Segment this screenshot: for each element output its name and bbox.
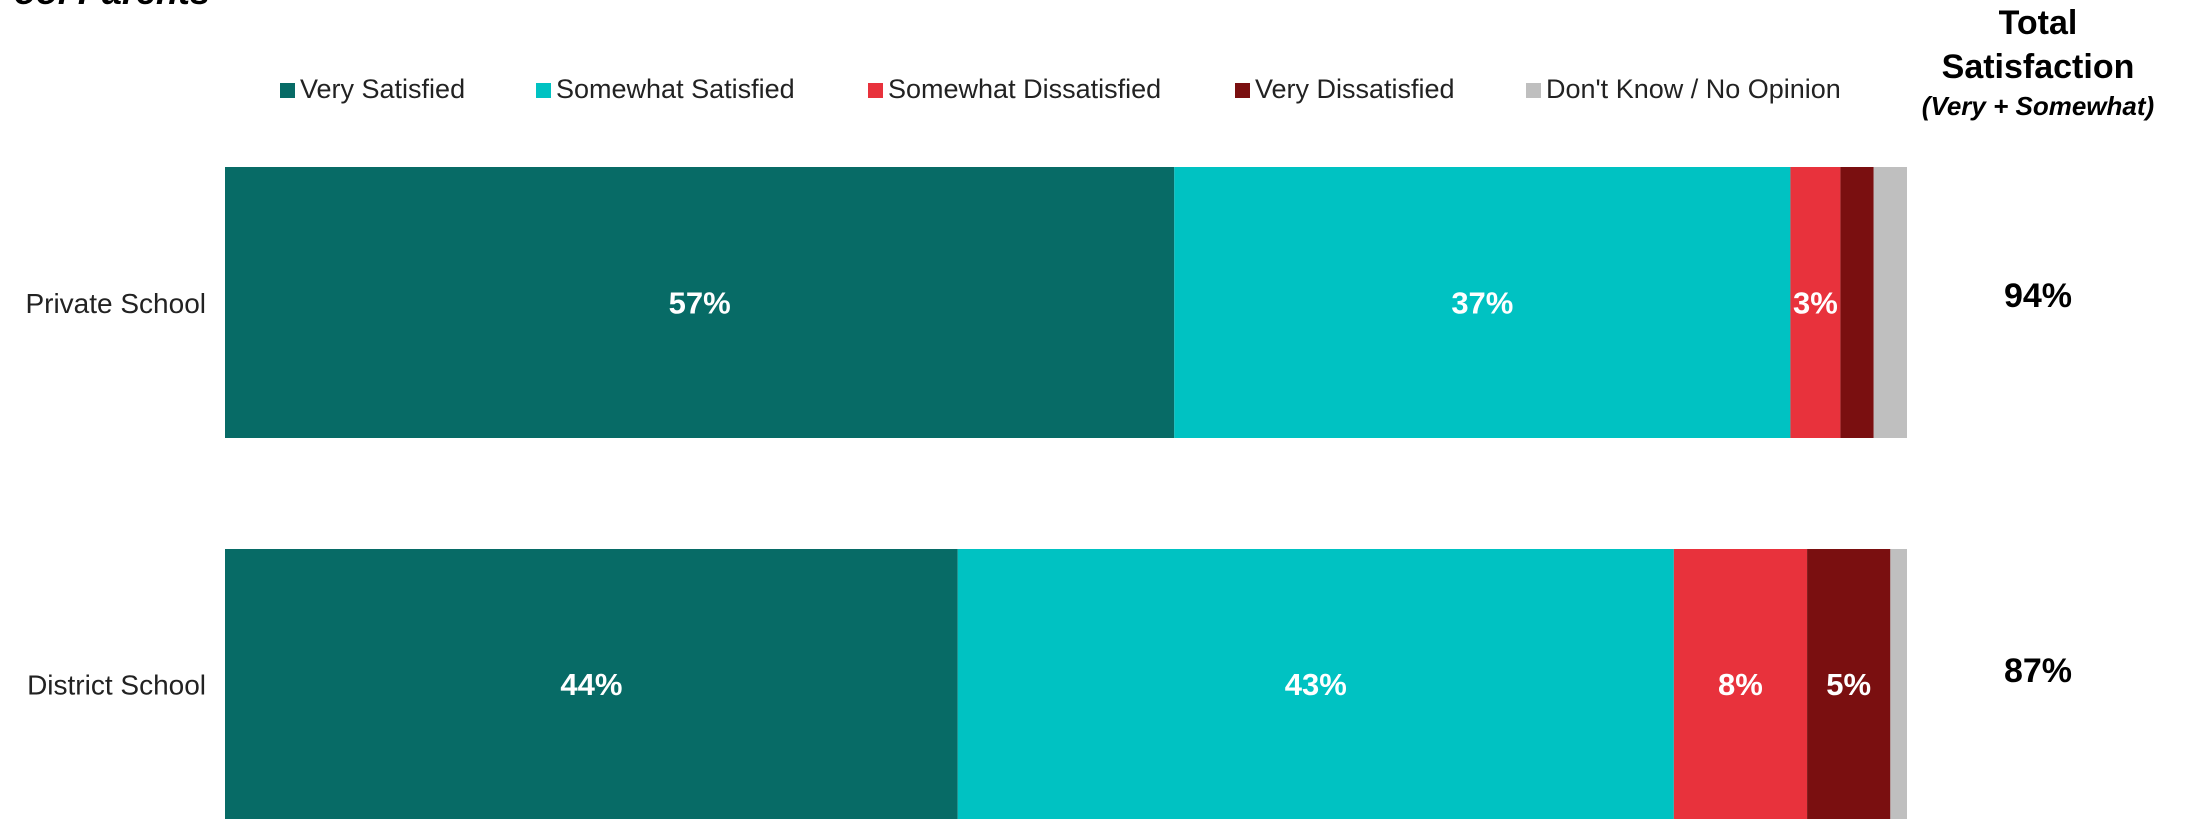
bar-segment <box>225 167 1175 438</box>
total-title: Total <box>1999 4 2078 42</box>
total-value: 94% <box>2004 277 2072 315</box>
data-label: 37% <box>1451 286 1513 321</box>
total-subtitle: (Very + Somewhat) <box>1922 91 2154 121</box>
legend-swatch <box>1235 83 1250 98</box>
data-label: 3% <box>1793 286 1838 321</box>
bar-segment <box>1790 167 1841 438</box>
data-label: 57% <box>669 286 731 321</box>
bar-segment <box>1673 549 1808 819</box>
bar-segment <box>1873 167 1907 438</box>
bar-segment <box>1890 549 1907 819</box>
total-value: 87% <box>2004 652 2072 690</box>
bar-segment <box>225 549 958 819</box>
legend-swatch <box>536 83 551 98</box>
legend-label: Somewhat Dissatisfied <box>888 74 1161 104</box>
legend-swatch <box>868 83 883 98</box>
data-label: 5% <box>1826 667 1871 702</box>
legend-label: Don't Know / No Opinion <box>1546 74 1841 104</box>
category-label: Private School <box>25 288 206 319</box>
legend-swatch <box>1526 83 1541 98</box>
bar-segment <box>1840 167 1874 438</box>
data-label: 44% <box>560 667 622 702</box>
chart-title: ool Parents <box>14 0 210 12</box>
total-title: Satisfaction <box>1942 48 2135 86</box>
legend-swatch <box>280 83 295 98</box>
legend-label: Very Satisfied <box>300 74 465 104</box>
bar-segment <box>1807 549 1891 819</box>
data-label: 43% <box>1285 667 1347 702</box>
legend-label: Somewhat Satisfied <box>556 74 795 104</box>
legend-label: Very Dissatisfied <box>1255 74 1455 104</box>
category-label: District School <box>27 669 206 700</box>
bar-segment <box>957 549 1674 819</box>
bar-segment <box>1174 167 1791 438</box>
data-label: 8% <box>1718 667 1763 702</box>
